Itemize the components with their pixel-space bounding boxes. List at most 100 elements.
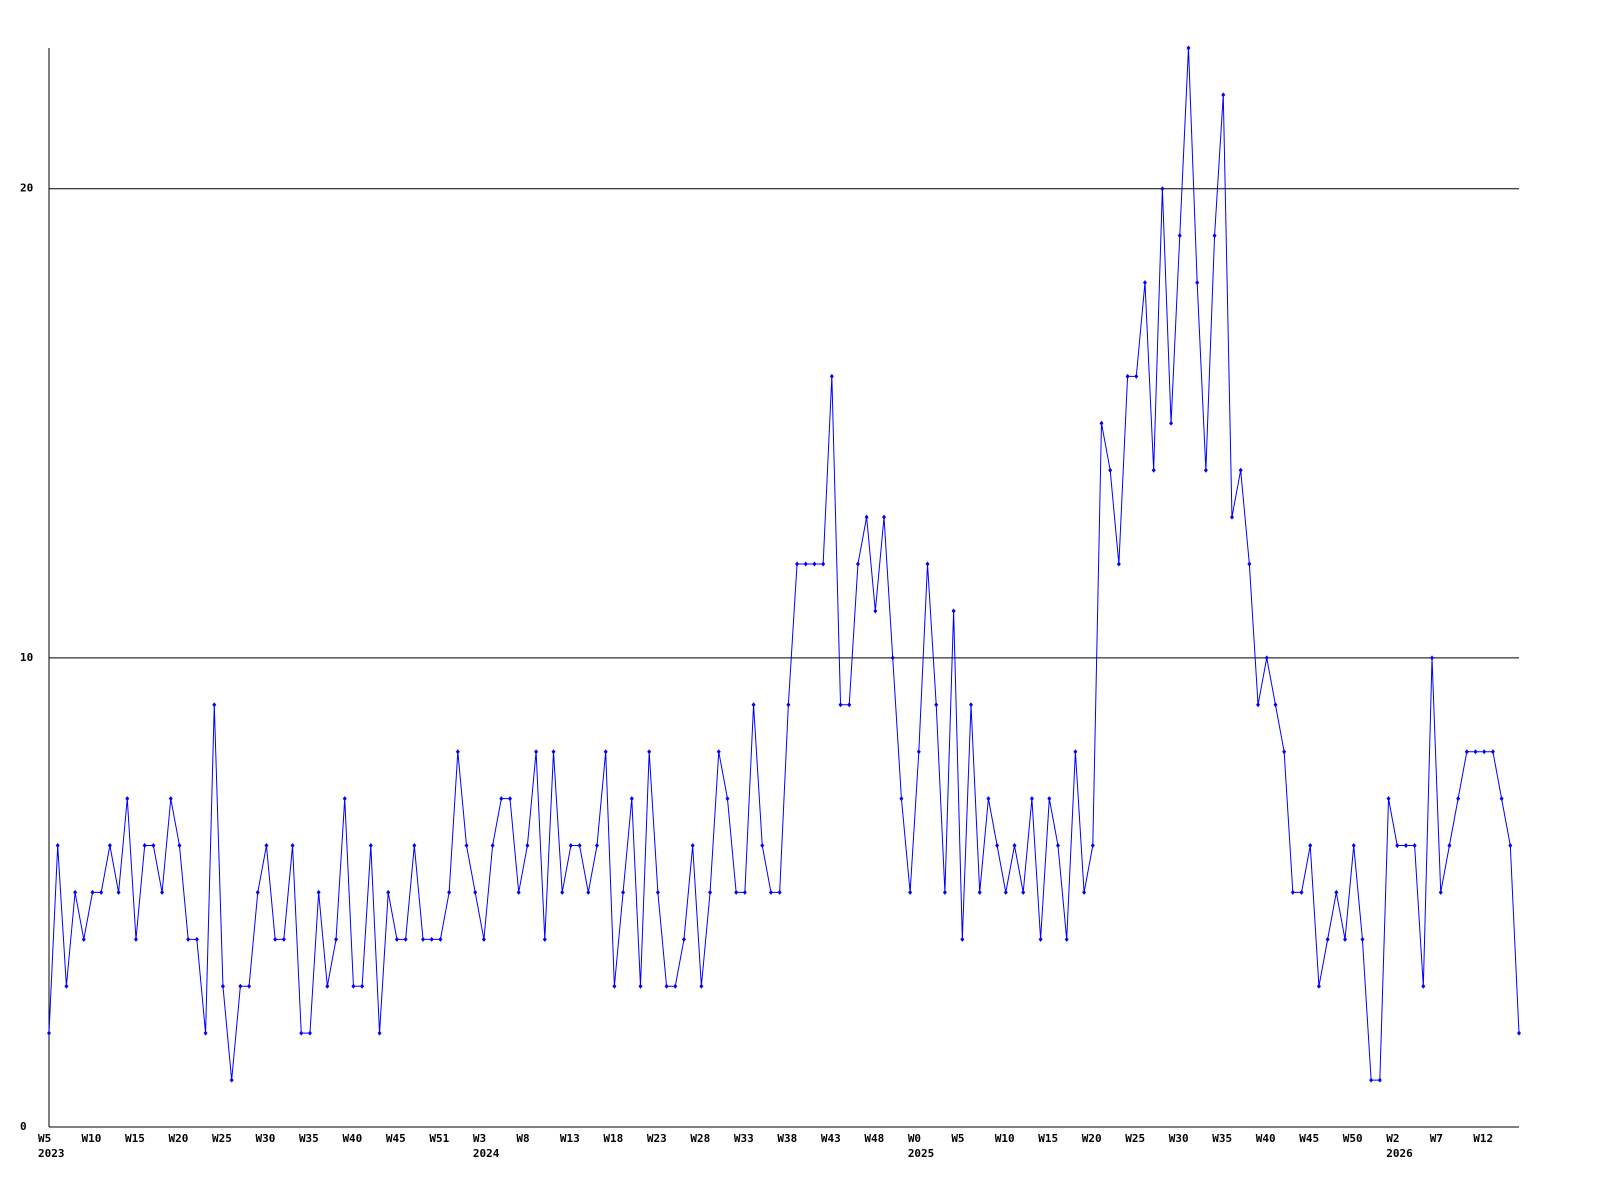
data-point bbox=[1012, 843, 1017, 849]
data-point bbox=[247, 983, 252, 989]
data-point bbox=[882, 514, 887, 520]
data-point bbox=[829, 373, 834, 379]
data-point bbox=[629, 796, 634, 802]
data-point bbox=[1038, 936, 1043, 942]
x-tick-label: W0 bbox=[908, 1132, 921, 1145]
data-point bbox=[1282, 749, 1287, 755]
data-point bbox=[725, 796, 730, 802]
x-tick-label: W8 bbox=[516, 1132, 529, 1145]
data-point bbox=[1299, 889, 1304, 895]
x-tick-label: W30 bbox=[1169, 1132, 1189, 1145]
data-point bbox=[273, 936, 278, 942]
x-tick-label: W43 bbox=[821, 1132, 841, 1145]
data-point bbox=[1499, 796, 1504, 802]
data-point bbox=[516, 889, 521, 895]
x-tick-label: W20 bbox=[168, 1132, 188, 1145]
x-tick-label: W23 bbox=[647, 1132, 667, 1145]
data-point bbox=[508, 796, 513, 802]
x-tick-label: W45 bbox=[386, 1132, 406, 1145]
data-point bbox=[1256, 702, 1261, 708]
x-tick-label: W40 bbox=[342, 1132, 362, 1145]
data-point bbox=[951, 608, 956, 614]
data-point bbox=[690, 843, 695, 849]
data-point bbox=[1334, 889, 1339, 895]
data-point bbox=[699, 983, 704, 989]
data-point bbox=[142, 843, 147, 849]
data-point bbox=[908, 889, 913, 895]
data-point bbox=[655, 889, 660, 895]
data-point bbox=[325, 983, 330, 989]
data-point bbox=[525, 843, 530, 849]
data-point bbox=[1308, 843, 1313, 849]
data-point bbox=[534, 749, 539, 755]
data-point bbox=[1508, 843, 1513, 849]
x-tick-label: W13 bbox=[560, 1132, 580, 1145]
data-point bbox=[1360, 936, 1365, 942]
x-year-label: 2026 bbox=[1386, 1147, 1413, 1160]
data-point bbox=[821, 561, 826, 567]
data-point bbox=[560, 889, 565, 895]
data-point bbox=[307, 1030, 312, 1036]
data-point bbox=[1490, 749, 1495, 755]
data-point bbox=[1447, 843, 1452, 849]
data-point bbox=[1186, 45, 1191, 51]
x-tick-label: W33 bbox=[734, 1132, 754, 1145]
data-point bbox=[212, 702, 217, 708]
data-point bbox=[55, 843, 60, 849]
data-point bbox=[1099, 420, 1104, 426]
data-point bbox=[786, 702, 791, 708]
data-point bbox=[281, 936, 286, 942]
data-point bbox=[1177, 233, 1182, 239]
data-point bbox=[194, 936, 199, 942]
data-point bbox=[751, 702, 756, 708]
x-tick-label: W40 bbox=[1256, 1132, 1276, 1145]
y-tick-label: 0 bbox=[20, 1120, 27, 1133]
data-point bbox=[734, 889, 739, 895]
x-tick-label: W25 bbox=[1125, 1132, 1145, 1145]
data-point bbox=[899, 796, 904, 802]
data-point bbox=[47, 1030, 51, 1036]
data-point bbox=[1247, 561, 1252, 567]
data-point bbox=[1212, 233, 1217, 239]
data-point bbox=[107, 843, 112, 849]
x-tick-label: W18 bbox=[603, 1132, 623, 1145]
data-point bbox=[664, 983, 669, 989]
data-point bbox=[151, 843, 156, 849]
data-point bbox=[1273, 702, 1278, 708]
data-point bbox=[1325, 936, 1330, 942]
data-point bbox=[1047, 796, 1052, 802]
data-point bbox=[621, 889, 626, 895]
data-point bbox=[473, 889, 478, 895]
data-point bbox=[64, 983, 69, 989]
x-tick-label: W15 bbox=[1038, 1132, 1058, 1145]
data-point bbox=[1160, 186, 1165, 192]
x-tick-label: W15 bbox=[125, 1132, 145, 1145]
data-point bbox=[1395, 843, 1400, 849]
x-tick-label: W28 bbox=[690, 1132, 710, 1145]
x-tick-label: W5 bbox=[38, 1132, 51, 1145]
data-point bbox=[1221, 92, 1226, 98]
data-point bbox=[1108, 467, 1113, 473]
data-point bbox=[803, 561, 808, 567]
data-point bbox=[1421, 983, 1426, 989]
data-point bbox=[681, 936, 686, 942]
data-point bbox=[1517, 1030, 1521, 1036]
y-tick-label: 10 bbox=[20, 651, 33, 664]
data-point bbox=[438, 936, 443, 942]
x-tick-label: W12 bbox=[1473, 1132, 1493, 1145]
data-point bbox=[586, 889, 591, 895]
data-point bbox=[812, 561, 817, 567]
data-point bbox=[368, 843, 373, 849]
data-point bbox=[542, 936, 547, 942]
x-tick-label: W51 bbox=[429, 1132, 449, 1145]
data-point bbox=[647, 749, 652, 755]
data-point bbox=[934, 702, 939, 708]
data-point bbox=[995, 843, 1000, 849]
data-point bbox=[1169, 420, 1174, 426]
y-tick-label: 20 bbox=[20, 182, 33, 195]
x-tick-label: W3 bbox=[473, 1132, 486, 1145]
data-point bbox=[455, 749, 460, 755]
data-point bbox=[1369, 1077, 1374, 1083]
data-point bbox=[481, 936, 486, 942]
